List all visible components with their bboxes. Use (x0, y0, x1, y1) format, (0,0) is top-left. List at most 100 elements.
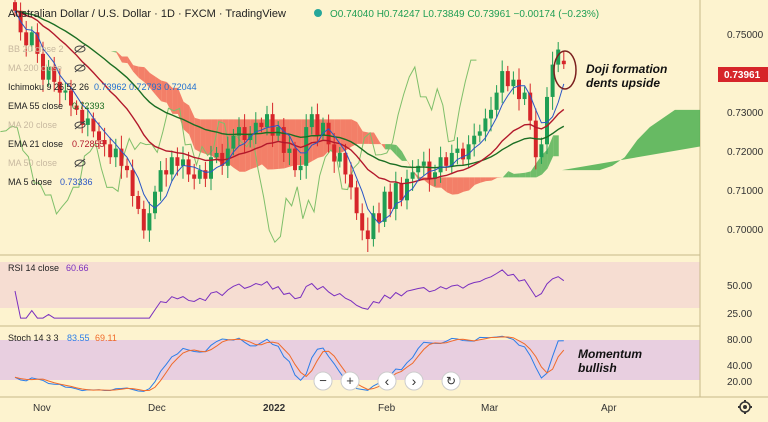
time-tick: Nov (33, 403, 51, 414)
current-price-tag: 0.73961 (718, 67, 768, 82)
candle-body (125, 166, 129, 170)
candle-body (500, 71, 504, 93)
cloud-segment (195, 118, 201, 152)
candle-body (181, 159, 185, 165)
candle-body (114, 149, 118, 158)
price-tick: 0.72000 (727, 147, 764, 158)
candle-body (315, 114, 319, 136)
rsi-band (0, 262, 700, 308)
reset-chart-button[interactable]: ↻ (442, 372, 460, 390)
indicator-value: 0.73336 (60, 177, 93, 187)
stoch-tick: 80.00 (727, 335, 752, 346)
indicator-label[interactable]: EMA 21 close (8, 139, 63, 149)
candle-body (360, 213, 364, 230)
cloud-segment (447, 177, 453, 194)
zoom-out-button[interactable]: − (314, 372, 332, 390)
time-tick: Feb (378, 403, 396, 414)
indicator-label[interactable]: MA 50 close (8, 158, 57, 168)
scroll-right-button[interactable]: › (405, 372, 423, 390)
indicator-label[interactable]: MA 5 close (8, 177, 52, 187)
time-tick: Mar (481, 403, 499, 414)
candle-body (483, 118, 487, 131)
candle-body (338, 153, 342, 162)
candle-body (366, 230, 370, 239)
cloud-segment (464, 177, 470, 191)
indicator-label[interactable]: MA 20 close (8, 120, 57, 130)
candle-body (439, 157, 443, 172)
stoch-k-value: 83.55 (67, 333, 90, 343)
candle-body (215, 153, 219, 157)
scroll-left-button[interactable]: ‹ (378, 372, 396, 390)
candle-body (349, 174, 353, 187)
doji-annotation-line1: Doji formation (586, 62, 667, 76)
candle-body (539, 144, 543, 157)
candle-body (175, 157, 179, 166)
candle-body (489, 110, 493, 119)
svg-text:+: + (346, 373, 354, 388)
candle-body (478, 131, 482, 135)
time-tick: 2022 (263, 403, 286, 414)
indicator-label[interactable]: MA 200 close (8, 63, 62, 73)
candle-body (511, 80, 515, 86)
zoom-in-button[interactable]: + (341, 372, 359, 390)
candle-body (164, 170, 168, 174)
candle-body (147, 213, 151, 230)
ohlc-readout: O0.74040 H0.74247 L0.73849 C0.73961 −0.0… (330, 9, 599, 20)
rsi-label[interactable]: RSI 14 close (8, 263, 59, 273)
candle-body (159, 170, 163, 192)
indicator-label[interactable]: EMA 55 close (8, 101, 63, 111)
candle-body (343, 153, 347, 175)
candle-body (265, 114, 269, 127)
candle-body (276, 127, 280, 136)
candle-body (399, 183, 403, 200)
candle-body (355, 187, 359, 213)
market-status-dot (314, 9, 322, 17)
indicator-value: 0.72393 (72, 101, 105, 111)
candle-body (506, 71, 510, 86)
stoch-tick: 20.00 (727, 377, 752, 388)
rsi-tick: 50.00 (727, 281, 752, 292)
candle-body (444, 157, 448, 166)
price-axis: 0.75000 0.73000 0.72000 0.71000 0.70000 (727, 30, 764, 236)
candle-body (517, 80, 521, 99)
indicator-label[interactable]: Ichimoku 9 26 52 26 (8, 82, 89, 92)
cloud-segment (458, 177, 464, 194)
candle-body (310, 114, 314, 127)
symbol-title[interactable]: Australian Dollar / U.S. Dollar · 1D · F… (8, 8, 286, 20)
cloud-segment (514, 173, 520, 177)
cloud-segment (520, 173, 526, 178)
indicator-value: 0.72855 (72, 139, 105, 149)
cloud-segment (553, 135, 559, 156)
doji-annotation-line2: dents upside (586, 76, 660, 90)
stoch-label[interactable]: Stoch 14 3 3 (8, 333, 59, 343)
candle-body (495, 93, 499, 110)
stoch-d-value: 69.11 (95, 333, 117, 343)
candle-body (153, 192, 157, 214)
momentum-annotation-line2: bullish (578, 361, 617, 375)
price-tick: 0.71000 (727, 186, 764, 197)
time-tick: Dec (148, 403, 166, 414)
rsi-tick: 25.00 (727, 309, 752, 320)
candle-body (422, 162, 426, 166)
cloud-segment (452, 177, 458, 194)
candle-body (383, 192, 387, 222)
candle-body (192, 174, 196, 178)
candle-body (226, 149, 230, 166)
svg-text:›: › (412, 373, 417, 389)
gear-icon[interactable] (738, 400, 752, 414)
current-price-label: 0.73961 (724, 70, 761, 81)
svg-text:‹: ‹ (385, 373, 390, 389)
time-axis: Nov Dec 2022 Feb Mar Apr (33, 403, 617, 414)
indicator-label[interactable]: BB 20 close 2 (8, 44, 64, 54)
momentum-annotation-line1: Momentum (578, 347, 642, 361)
candle-body (332, 144, 336, 161)
cloud-segment (122, 57, 128, 64)
candle-body (86, 118, 90, 124)
candle-body (293, 149, 297, 171)
candle-body (287, 149, 291, 153)
candle-body (455, 149, 459, 153)
candle-body (394, 183, 398, 209)
price-tick: 0.70000 (727, 225, 764, 236)
